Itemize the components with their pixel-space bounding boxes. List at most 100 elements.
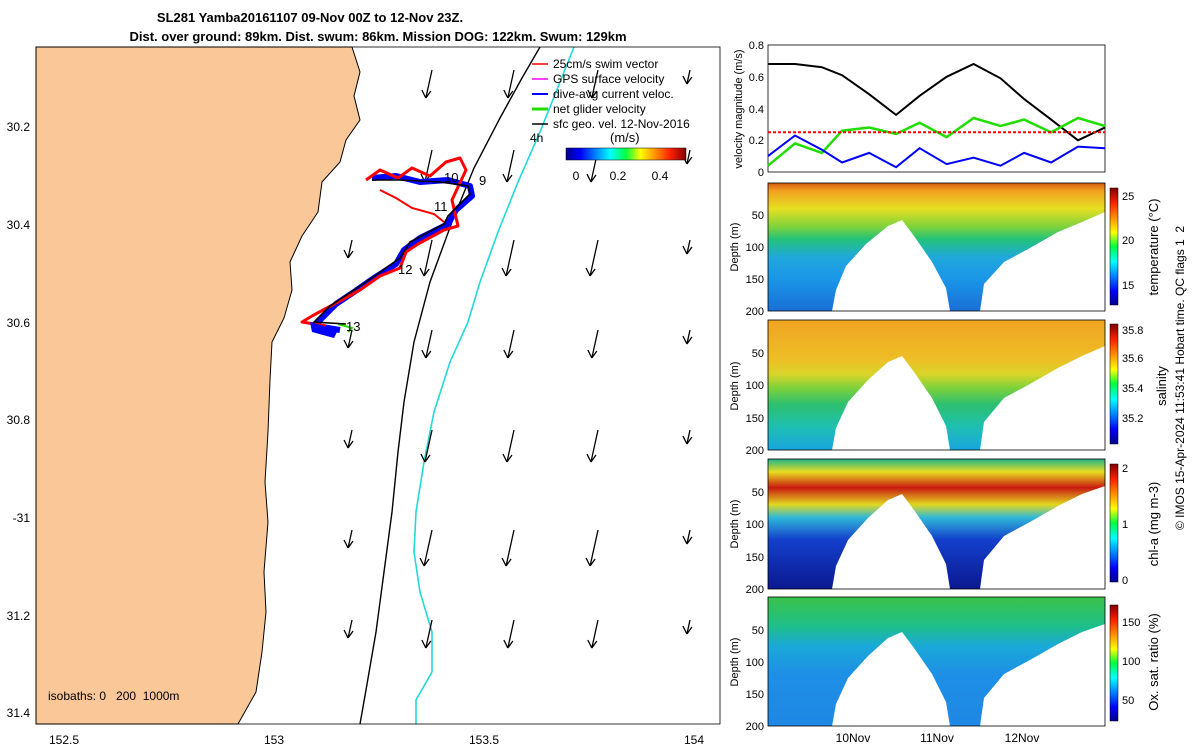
oxygen-frame — [767, 596, 1106, 727]
temp-ytick-200: 200 — [746, 306, 764, 318]
velocity-y-label: velocity magnitude (m/s) — [733, 49, 745, 168]
chl-ytick-100: 100 — [746, 519, 764, 531]
ox-ytick-200: 200 — [746, 721, 764, 733]
glider-net-velocity — [337, 323, 354, 333]
geo-velocity-arrow-26 — [585, 529, 599, 567]
lon-tick-153.5: 153.5 — [469, 733, 499, 747]
geo-velocity-arrow-15 — [503, 329, 515, 359]
chlorophyll-frame — [767, 458, 1106, 590]
footer-note: © IMOS 15-Apr-2024 11:53:41 Hobart time.… — [1173, 226, 1187, 530]
salinity-frame — [767, 319, 1106, 451]
salinity-panel: 50 100 150 200 Depth (m) 35.8 35.6 35.4 … — [729, 319, 1169, 457]
geo-velocity-arrow-24 — [419, 529, 433, 567]
geo-velocity-arrow-9 — [419, 239, 433, 277]
sal-ytick-200: 200 — [746, 445, 764, 457]
temp-cbar-tick-20: 20 — [1122, 235, 1134, 247]
chlorophyll-cbar-label: chl-a (mg m-3) — [1146, 482, 1161, 567]
ox-cbar-tick-50: 50 — [1122, 695, 1134, 707]
chlorophyll-y-label: Depth (m) — [729, 500, 741, 549]
figure-title-line-1: SL281 Yamba20161107 09-Nov 00Z to 12-Nov… — [157, 10, 463, 25]
salinity-bottom-mask — [832, 346, 1105, 450]
isobaths-label: isobaths: 0 200 1000m — [48, 689, 179, 703]
sal-cbar-tick-35.6: 35.6 — [1122, 353, 1143, 365]
figure-title-line-2: Dist. over ground: 89km. Dist. swum: 86k… — [129, 29, 626, 44]
geo-velocity-arrow-31 — [587, 619, 599, 649]
geo-velocity-arrow-27 — [682, 529, 693, 545]
map-x-ticks: 152.5 153 153.5 154 — [49, 733, 704, 747]
oxygen-bottom-mask — [832, 624, 1105, 726]
lat-tick-30.2: 30.2 — [7, 120, 31, 134]
geo-velocity-arrow-32 — [682, 619, 693, 635]
colorbar-tick-2: 0.4 — [652, 169, 669, 183]
time-tick-10nov: 10Nov — [836, 731, 871, 745]
day-label-10: 10 — [444, 170, 458, 185]
geo-velocity-arrow-2 — [587, 69, 599, 99]
day-label-13: 13 — [346, 319, 360, 334]
geo-velocity-arrow-17 — [682, 329, 693, 345]
lat-tick-30.8: 30.8 — [7, 413, 31, 427]
lon-tick-154: 154 — [684, 733, 704, 747]
chlorophyll-panel: 50 100 150 200 Depth (m) 2 1 0 chl-a (mg… — [729, 458, 1161, 596]
vel-ytick-0: 0 — [758, 167, 764, 179]
ox-cbar-tick-100: 100 — [1122, 656, 1140, 668]
lon-tick-152.5: 152.5 — [49, 733, 79, 747]
oxygen-y-label: Depth (m) — [729, 638, 741, 687]
legend-label-geo: sfc geo. vel. 12-Nov-2016 — [553, 117, 690, 131]
map-frame — [35, 46, 721, 725]
isobath-1000m — [359, 46, 541, 725]
day-label-11: 11 — [434, 199, 448, 214]
oxygen-colorbar — [1109, 604, 1119, 722]
geo-velocity-arrows — [343, 69, 693, 649]
temp-cbar-tick-25: 25 — [1122, 191, 1134, 203]
ox-cbar-tick-150: 150 — [1122, 617, 1140, 629]
map-panel: 10 9 11 12 13 25cm/s swim vector GPS sur… — [7, 46, 721, 747]
temp-cbar-tick-15: 15 — [1122, 280, 1134, 292]
legend-label-dive-avg: dive-avg current veloc. — [553, 87, 674, 101]
geo-velocity-arrow-30 — [503, 619, 515, 649]
geo-velocity-arrow-20 — [502, 429, 515, 463]
salinity-cbar-label: salinity — [1154, 366, 1169, 406]
ox-ytick-50: 50 — [752, 625, 764, 637]
chl-ytick-50: 50 — [752, 487, 764, 499]
salinity-colorbar — [1109, 323, 1119, 445]
salinity-y-label: Depth (m) — [729, 362, 741, 411]
chlorophyll-colorbar — [1109, 463, 1119, 583]
velocity-series-line-2 — [767, 134, 1106, 169]
geo-velocity-arrow-29 — [421, 619, 433, 649]
geo-velocity-arrow-16 — [587, 329, 599, 359]
geo-velocity-arrow-11 — [585, 239, 599, 277]
temp-ytick-100: 100 — [746, 242, 764, 254]
geo-velocity-arrow-14 — [421, 329, 433, 359]
lat-tick-31.4: 31.4 — [7, 706, 31, 720]
sal-cbar-tick-35.2: 35.2 — [1122, 413, 1143, 425]
temperature-bottom-mask — [832, 212, 1105, 311]
temperature-cbar-label: temperature (°C) — [1146, 199, 1161, 296]
temp-ytick-50: 50 — [752, 210, 764, 222]
colorbar-title: (m/s) — [610, 130, 640, 145]
chl-cbar-tick-2: 2 — [1122, 463, 1128, 475]
velocity-chart: 0 0.2 0.4 0.6 0.8 velocity magnitude (m/… — [733, 40, 1106, 179]
land-mass — [35, 46, 361, 725]
lat-tick-30.6: 30.6 — [7, 316, 31, 330]
scale-label-4h: 4h — [530, 131, 543, 145]
temperature-y-label: Depth (m) — [729, 223, 741, 272]
map-y-ticks: 30.2 30.4 30.6 30.8 -31 31.2 31.4 — [7, 120, 31, 720]
colorbar-gradient — [565, 147, 687, 161]
velocity-y-ticks: 0 0.2 0.4 0.6 0.8 — [749, 40, 764, 179]
oxygen-cbar-label: Ox. sat. ratio (%) — [1146, 613, 1161, 711]
glider-swim-vectors — [300, 156, 468, 328]
sal-cbar-tick-35.8: 35.8 — [1122, 325, 1143, 337]
sal-ytick-100: 100 — [746, 380, 764, 392]
chl-cbar-tick-1: 1 — [1122, 519, 1128, 531]
time-tick-11nov: 11Nov — [920, 731, 954, 745]
temperature-frame — [767, 182, 1106, 312]
geo-velocity-arrow-18 — [343, 429, 354, 449]
geo-velocity-arrow-19 — [420, 429, 433, 463]
velocity-series — [767, 62, 1106, 169]
sal-ytick-150: 150 — [746, 413, 764, 425]
legend-label-net: net glider velocity — [553, 102, 646, 116]
lat-tick-30.4: 30.4 — [7, 218, 31, 232]
isobath-200m — [413, 46, 575, 724]
geo-velocity-arrow-28 — [343, 619, 354, 639]
time-tick-12nov: 12Nov — [1005, 731, 1040, 745]
